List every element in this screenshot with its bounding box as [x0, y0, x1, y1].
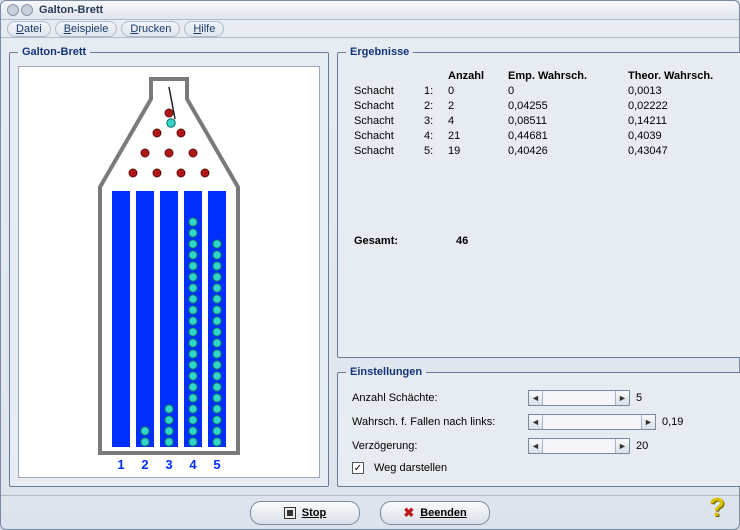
menu-hilfe[interactable]: Hilfe [184, 21, 224, 37]
scroller-track[interactable] [543, 439, 615, 453]
results-total-row: Gesamt: 46 [346, 227, 740, 251]
schachte-value: 5 [636, 392, 642, 404]
row-theor: 0,0013 [628, 85, 738, 97]
stop-button[interactable]: Stop [250, 501, 360, 525]
setting-schachte: Anzahl Schächte: ◄ ► 5 [346, 386, 740, 410]
bottom-bar: Stop ✖ Beenden ? [1, 495, 739, 529]
svg-text:3: 3 [165, 457, 172, 472]
row-anzahl: 2 [448, 100, 508, 112]
results-panel-title: Ergebnisse [346, 46, 413, 58]
board-canvas: 1 2 3 4 5 [18, 66, 320, 478]
setting-wahrsch: Wahrsch. f. Fallen nach links: ◄ ► 0,19 [346, 410, 740, 434]
row-theor: 0,43047 [628, 145, 738, 157]
close-icon: ✖ [403, 505, 414, 521]
help-icon[interactable]: ? [709, 492, 725, 523]
row-label: Schacht [354, 145, 424, 157]
schachte-label: Anzahl Schächte: [352, 392, 522, 404]
menubar: DateiBeispieleDruckenHilfe [1, 20, 739, 38]
verz-label: Verzögerung: [352, 440, 522, 452]
row-label: Schacht [354, 130, 424, 142]
total-label: Gesamt: [354, 235, 398, 247]
row-anzahl: 4 [448, 115, 508, 127]
row-anzahl: 19 [448, 145, 508, 157]
arrow-right-icon[interactable]: ► [615, 439, 629, 453]
content-area: Galton-Brett 1 2 3 4 5 Ergebnisse AnzahlEmp.… [1, 38, 739, 495]
sys-button-icon[interactable] [21, 4, 33, 16]
stop-icon [284, 507, 296, 519]
wahrsch-value: 0,19 [662, 416, 683, 428]
row-theor: 0,4039 [628, 130, 738, 142]
board-panel-title: Galton-Brett [18, 46, 90, 58]
stop-label: Stop [302, 507, 326, 519]
sys-button-icon[interactable] [7, 4, 19, 16]
verz-value: 20 [636, 440, 648, 452]
spacer [424, 70, 448, 82]
results-panel: Ergebnisse AnzahlEmp. Wahrsch.Theor. Wah… [337, 46, 740, 358]
row-emp: 0,40426 [508, 145, 628, 157]
schachte-scroller[interactable]: ◄ ► [528, 390, 630, 406]
spacer [354, 70, 424, 82]
row-idx: 4: [424, 130, 448, 142]
settings-panel: Einstellungen Anzahl Schächte: ◄ ► 5 Wah… [337, 366, 740, 487]
row-emp: 0,44681 [508, 130, 628, 142]
row-idx: 3: [424, 115, 448, 127]
menu-datei[interactable]: Datei [7, 21, 51, 37]
arrow-left-icon[interactable]: ◄ [529, 439, 543, 453]
row-idx: 1: [424, 85, 448, 97]
board-panel: Galton-Brett 1 2 3 4 5 [9, 46, 329, 487]
svg-text:4: 4 [189, 457, 197, 472]
svg-text:2: 2 [141, 457, 148, 472]
row-theor: 0,14211 [628, 115, 738, 127]
row-idx: 2: [424, 100, 448, 112]
total-value: 46 [456, 235, 468, 247]
wahrsch-scroller[interactable]: ◄ ► [528, 414, 656, 430]
arrow-left-icon[interactable]: ◄ [529, 391, 543, 405]
row-label: Schacht [354, 100, 424, 112]
titlebar: Galton-Brett [1, 1, 739, 20]
wahrsch-label: Wahrsch. f. Fallen nach links: [352, 416, 522, 428]
row-idx: 5: [424, 145, 448, 157]
hdr-emp: Emp. Wahrsch. [508, 70, 628, 82]
setting-verz: Verzögerung: ◄ ► 20 [346, 434, 740, 458]
row-theor: 0,02222 [628, 100, 738, 112]
galton-board-svg: 1 2 3 4 5 [19, 67, 319, 477]
scroller-track[interactable] [543, 415, 641, 429]
row-anzahl: 0 [448, 85, 508, 97]
svg-text:5: 5 [213, 457, 220, 472]
weg-checkbox[interactable]: ✓ [352, 462, 364, 474]
hdr-anzahl: Anzahl [448, 70, 508, 82]
app-window: Galton-Brett DateiBeispieleDruckenHilfe … [0, 0, 740, 530]
arrow-left-icon[interactable]: ◄ [529, 415, 543, 429]
weg-label: Weg darstellen [374, 462, 447, 474]
menu-beispiele[interactable]: Beispiele [55, 21, 118, 37]
results-table: AnzahlEmp. Wahrsch.Theor. Wahrsch. Schach… [346, 66, 740, 157]
window-title: Galton-Brett [39, 4, 103, 16]
hdr-theor: Theor. Wahrsch. [628, 70, 738, 82]
row-label: Schacht [354, 115, 424, 127]
scroller-track[interactable] [543, 391, 615, 405]
arrow-right-icon[interactable]: ► [641, 415, 655, 429]
row-label: Schacht [354, 85, 424, 97]
row-anzahl: 21 [448, 130, 508, 142]
beenden-button[interactable]: ✖ Beenden [380, 501, 490, 525]
svg-text:1: 1 [117, 457, 124, 472]
row-emp: 0 [508, 85, 628, 97]
verz-scroller[interactable]: ◄ ► [528, 438, 630, 454]
window-controls[interactable] [7, 4, 33, 16]
menu-drucken[interactable]: Drucken [121, 21, 180, 37]
beenden-label: Beenden [420, 507, 466, 519]
right-column: Ergebnisse AnzahlEmp. Wahrsch.Theor. Wah… [337, 46, 740, 487]
row-emp: 0,04255 [508, 100, 628, 112]
settings-panel-title: Einstellungen [346, 366, 426, 378]
arrow-right-icon[interactable]: ► [615, 391, 629, 405]
setting-weg: ✓ Weg darstellen [346, 458, 740, 478]
row-emp: 0,08511 [508, 115, 628, 127]
